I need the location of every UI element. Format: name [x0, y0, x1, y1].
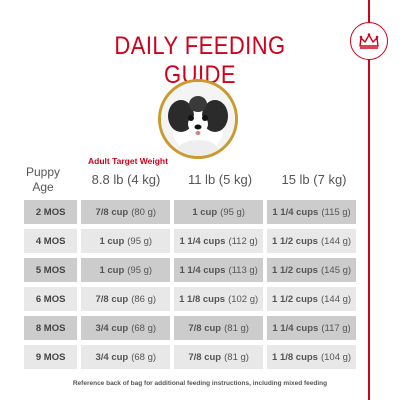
value-cell: 1 1/2 cups (144 g) [267, 229, 356, 253]
table-row: 5 MOS 1 cup (95 g) 1 1/4 cups (113 g) 1 1/… [24, 258, 356, 282]
page-title: DAILY FEEDING GUIDE [114, 32, 286, 89]
corner-label-age: Age [32, 180, 54, 194]
value-cell: 1 cup (95 g) [81, 229, 171, 253]
age-cell: 8 MOS [24, 316, 78, 340]
age-cell: 9 MOS [24, 345, 78, 369]
age-cell: 5 MOS [24, 258, 78, 282]
table-row: 4 MOS 1 cup (95 g) 1 1/4 cups (112 g) 1 1/… [24, 229, 356, 253]
value-cell: 1 1/4 cups (113 g) [174, 258, 264, 282]
value-cell: 1 1/4 cups (117 g) [267, 316, 356, 340]
crown-icon [359, 33, 379, 49]
footnote: Reference back of bag for additional fee… [72, 380, 328, 387]
value-cell: 1 cup (95 g) [174, 200, 264, 224]
table-row: 6 MOS 7/8 cup (86 g) 1 1/8 cups (102 g) 1 … [24, 287, 356, 311]
table-row: 8 MOS 3/4 cup (68 g) 7/8 cup (81 g) 1 1/4 … [24, 316, 356, 340]
value-cell: 1 cup (95 g) [81, 258, 171, 282]
value-cell: 1 1/4 cups (112 g) [174, 229, 264, 253]
value-cell: 3/4 cup (68 g) [81, 345, 171, 369]
value-cell: 7/8 cup (80 g) [81, 200, 171, 224]
age-cell: 2 MOS [24, 200, 78, 224]
value-cell: 1 1/2 cups (145 g) [267, 258, 356, 282]
subtitle-adult-target-weight: Adult Target Weight [88, 156, 168, 166]
value-cell: 1 1/8 cups (102 g) [174, 287, 264, 311]
brand-badge [350, 22, 388, 60]
age-cell: 6 MOS [24, 287, 78, 311]
value-cell: 1 1/2 cups (144 g) [267, 287, 356, 311]
brand-divider-line [368, 0, 370, 400]
age-cell: 4 MOS [24, 229, 78, 253]
corner-label-puppy: Puppy [25, 165, 61, 179]
column-header: 8.8 lb (4 kg) [91, 172, 161, 187]
column-header: 15 lb (7 kg) [281, 172, 347, 187]
value-cell: 1 1/8 cups (104 g) [267, 345, 356, 369]
column-header: 11 lb (5 kg) [187, 172, 253, 187]
value-cell: 3/4 cup (68 g) [81, 316, 171, 340]
value-cell: 7/8 cup (81 g) [174, 316, 264, 340]
dog-photo [158, 79, 238, 159]
table-row: 9 MOS 3/4 cup (68 g) 7/8 cup (81 g) 1 1/8 … [24, 345, 356, 369]
value-cell: 7/8 cup (86 g) [81, 287, 171, 311]
table-row: 2 MOS 7/8 cup (80 g) 1 cup (95 g) 1 1/4 cu… [24, 200, 356, 224]
value-cell: 1 1/4 cups (115 g) [267, 200, 356, 224]
value-cell: 7/8 cup (81 g) [174, 345, 264, 369]
